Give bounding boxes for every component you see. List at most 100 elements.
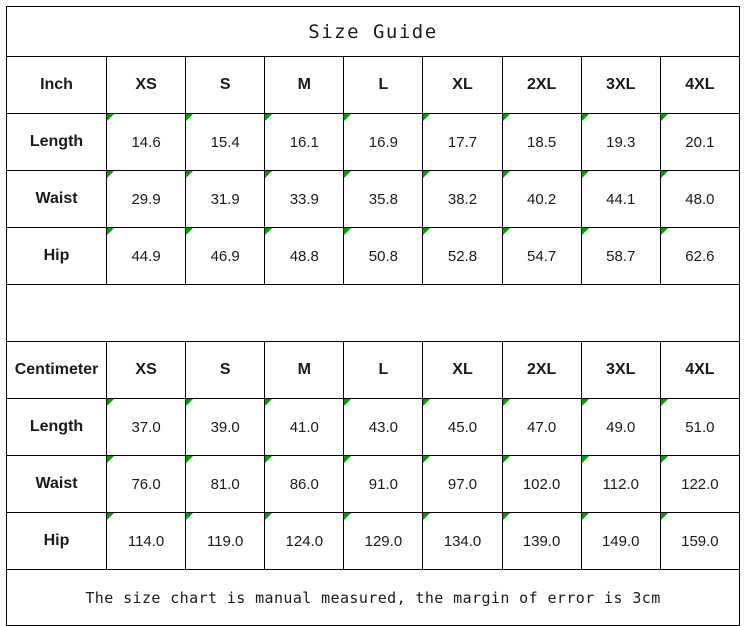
inch-hip-s: 46.9: [185, 227, 266, 285]
comment-marker-icon: [503, 513, 510, 520]
cm-row-length: Length 37.0 39.0 41.0 43.0 45.0 47.0 49.…: [5, 398, 741, 456]
inch-waist-l: 35.8: [343, 170, 424, 228]
cm-hip-m: 124.0: [264, 512, 345, 570]
inch-length-m: 16.1: [264, 113, 345, 171]
comment-marker-icon: [503, 399, 510, 406]
inch-hip-xs: 44.9: [106, 227, 187, 285]
footer-row: The size chart is manual measured, the m…: [6, 569, 740, 626]
inch-row-length: Length 14.6 15.4 16.1 16.9 17.7 18.5 19.…: [5, 113, 741, 171]
comment-marker-icon: [503, 228, 510, 235]
comment-marker-icon: [107, 456, 115, 463]
cm-length-3xl: 49.0: [580, 398, 661, 456]
cm-hip-2xl: 139.0: [501, 512, 582, 570]
comment-marker-icon: [661, 513, 668, 520]
inch-waist-xs: 29.9: [106, 170, 187, 228]
inch-size-header-s: S: [185, 56, 266, 114]
inch-length-xl: 17.7: [422, 113, 503, 171]
inch-hip-4xl: 62.6: [659, 227, 741, 285]
comment-marker-icon: [344, 228, 352, 235]
cm-waist-3xl: 112.0: [580, 455, 661, 513]
cm-size-header-xs: XS: [106, 341, 187, 399]
cm-row-label-waist: Waist: [5, 455, 108, 513]
cm-row-label-hip: Hip: [5, 512, 108, 570]
comment-marker-icon: [107, 114, 115, 121]
comment-marker-icon: [503, 114, 510, 121]
comment-marker-icon: [107, 513, 115, 520]
cm-length-l: 43.0: [343, 398, 424, 456]
inch-waist-xl: 38.2: [422, 170, 503, 228]
cm-size-header-xl: XL: [422, 341, 503, 399]
inch-unit-label: Inch: [5, 56, 108, 114]
inch-size-header-xl: XL: [422, 56, 503, 114]
comment-marker-icon: [186, 114, 194, 121]
cm-waist-4xl: 122.0: [659, 455, 741, 513]
comment-marker-icon: [344, 456, 352, 463]
cm-hip-3xl: 149.0: [580, 512, 661, 570]
cm-hip-xl: 134.0: [422, 512, 503, 570]
cm-hip-s: 119.0: [185, 512, 266, 570]
cm-size-header-s: S: [185, 341, 266, 399]
page-title: Size Guide: [6, 6, 740, 57]
cm-unit-label: Centimeter: [5, 341, 108, 399]
comment-marker-icon: [265, 114, 273, 121]
inch-size-header-4xl: 4XL: [659, 56, 741, 114]
comment-marker-icon: [503, 456, 510, 463]
comment-marker-icon: [423, 114, 431, 121]
comment-marker-icon: [661, 171, 668, 178]
comment-marker-icon: [661, 228, 668, 235]
inch-waist-2xl: 40.2: [501, 170, 582, 228]
inch-waist-s: 31.9: [185, 170, 266, 228]
cm-size-header-4xl: 4XL: [659, 341, 741, 399]
inch-length-l: 16.9: [343, 113, 424, 171]
comment-marker-icon: [265, 399, 273, 406]
cm-length-m: 41.0: [264, 398, 345, 456]
inch-waist-m: 33.9: [264, 170, 345, 228]
comment-marker-icon: [265, 228, 273, 235]
comment-marker-icon: [423, 171, 431, 178]
comment-marker-icon: [582, 399, 589, 406]
inch-row-hip: Hip 44.9 46.9 48.8 50.8 52.8 54.7 58.7 6…: [5, 227, 741, 285]
cm-waist-xs: 76.0: [106, 455, 187, 513]
cm-size-header-m: M: [264, 341, 345, 399]
comment-marker-icon: [582, 114, 589, 121]
cm-length-xs: 37.0: [106, 398, 187, 456]
comment-marker-icon: [503, 171, 510, 178]
inch-size-header-2xl: 2XL: [501, 56, 582, 114]
comment-marker-icon: [344, 513, 352, 520]
inch-hip-xl: 52.8: [422, 227, 503, 285]
comment-marker-icon: [107, 399, 115, 406]
cm-waist-s: 81.0: [185, 455, 266, 513]
inch-waist-4xl: 48.0: [659, 170, 741, 228]
inch-size-header-3xl: 3XL: [580, 56, 661, 114]
inch-waist-3xl: 44.1: [580, 170, 661, 228]
cm-size-header-l: L: [343, 341, 424, 399]
cm-waist-m: 86.0: [264, 455, 345, 513]
inch-size-header-xs: XS: [106, 56, 187, 114]
inch-row-waist: Waist 29.9 31.9 33.9 35.8 38.2 40.2 44.1…: [5, 170, 741, 228]
comment-marker-icon: [344, 171, 352, 178]
title-row: Size Guide: [6, 6, 740, 57]
spacer-cell: [6, 284, 740, 342]
comment-marker-icon: [423, 228, 431, 235]
comment-marker-icon: [582, 513, 589, 520]
comment-marker-icon: [344, 114, 352, 121]
inch-hip-m: 48.8: [264, 227, 345, 285]
cm-row-waist: Waist 76.0 81.0 86.0 91.0 97.0 102.0 112…: [5, 455, 741, 513]
comment-marker-icon: [661, 114, 668, 121]
inch-hip-l: 50.8: [343, 227, 424, 285]
inch-row-label-waist: Waist: [5, 170, 108, 228]
comment-marker-icon: [265, 513, 273, 520]
spacer-row: [6, 284, 740, 342]
inch-length-3xl: 19.3: [580, 113, 661, 171]
cm-header-row: Centimeter XS S M L XL 2XL 3XL 4XL: [5, 341, 741, 399]
size-guide-body: Size Guide Inch XS S M L XL 2XL 3XL 4XL …: [5, 6, 741, 626]
cm-hip-xs: 114.0: [106, 512, 187, 570]
cm-size-header-3xl: 3XL: [580, 341, 661, 399]
comment-marker-icon: [661, 399, 668, 406]
cm-row-label-length: Length: [5, 398, 108, 456]
inch-length-4xl: 20.1: [659, 113, 741, 171]
cm-waist-l: 91.0: [343, 455, 424, 513]
size-guide-table: Size Guide Inch XS S M L XL 2XL 3XL 4XL …: [5, 6, 741, 626]
cm-row-hip: Hip 114.0 119.0 124.0 129.0 134.0 139.0 …: [5, 512, 741, 570]
inch-row-label-hip: Hip: [5, 227, 108, 285]
